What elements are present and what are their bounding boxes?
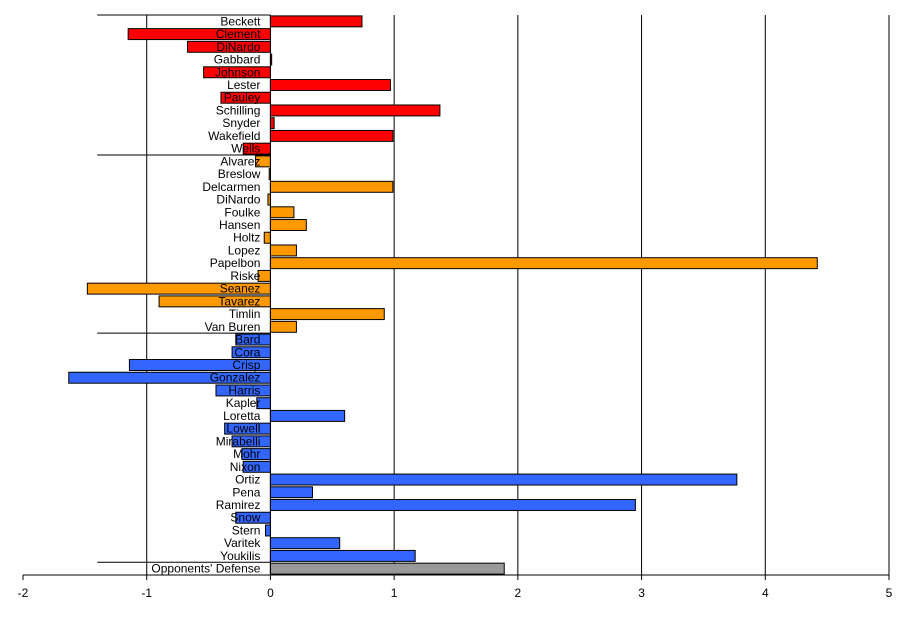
category-label: Lopez xyxy=(228,243,261,257)
bar-ramirez xyxy=(269,499,636,511)
category-label: Alvarez xyxy=(220,154,260,168)
x-tick-label: -2 xyxy=(18,586,29,600)
x-axis: -2 -1 0 1 2 3 4 5 xyxy=(18,15,893,600)
x-tick-label: 5 xyxy=(886,586,893,600)
category-label: Bard xyxy=(235,333,260,347)
bar-pena xyxy=(269,486,313,499)
bar-schilling xyxy=(269,104,441,117)
bar-hansen xyxy=(269,219,307,231)
category-label: Timlin xyxy=(229,307,261,321)
x-tick-label: -1 xyxy=(141,586,152,600)
category-label: Crisp xyxy=(232,358,260,372)
category-label: Johnson xyxy=(215,65,260,79)
category-label: Delcarmen xyxy=(202,180,260,194)
category-label: Snyder xyxy=(222,116,260,130)
category-label: Tavarez xyxy=(218,294,260,308)
bar-opponents-defense xyxy=(269,562,505,575)
bar-ortiz xyxy=(269,473,738,486)
category-label: Youkilis xyxy=(220,549,260,563)
category-label: Ramirez xyxy=(216,498,261,512)
bar-lopez xyxy=(269,244,297,257)
x-tick-label: 0 xyxy=(267,586,274,600)
category-label: Gabbard xyxy=(214,53,261,67)
category-labels: BeckettClementDiNardoGabbardJohnsonLeste… xyxy=(151,14,261,575)
gridlines xyxy=(97,14,890,575)
bar-holtz xyxy=(263,231,271,244)
category-label: Stern xyxy=(232,523,261,537)
bar-papelbon xyxy=(269,257,818,270)
bar-beckett xyxy=(269,15,363,28)
category-label: Mohr xyxy=(233,447,260,461)
category-label: Wakefield xyxy=(208,129,260,143)
bar-timlin xyxy=(269,308,385,321)
bar-foulke xyxy=(269,206,295,219)
bar-loretta xyxy=(269,409,346,422)
bar-van-buren xyxy=(269,320,297,333)
bar-lester xyxy=(269,79,391,91)
category-label: Snow xyxy=(230,511,260,525)
category-label: Hansen xyxy=(219,218,260,232)
category-label: Pena xyxy=(232,485,260,499)
x-tick-label: 2 xyxy=(515,586,522,600)
category-label: Varitek xyxy=(224,536,261,550)
category-label: Opponents' Defense xyxy=(151,562,260,576)
category-label: Lowell xyxy=(226,422,260,436)
x-tick-label: 3 xyxy=(638,586,645,600)
category-label: Seanez xyxy=(220,282,261,296)
category-label: Gonzalez xyxy=(210,371,261,385)
category-label: Riske xyxy=(230,269,260,283)
category-label: Kapler xyxy=(226,396,261,410)
x-tick-label: 4 xyxy=(762,586,769,600)
bar-wakefield xyxy=(269,129,394,142)
category-label: Foulke xyxy=(224,205,260,219)
bar-youkilis xyxy=(269,549,416,562)
category-label: DiNardo xyxy=(216,193,260,207)
category-label: Schilling xyxy=(216,103,261,117)
category-label: Breslow xyxy=(218,167,261,181)
category-label: Nixon xyxy=(230,460,261,474)
bar-varitek xyxy=(269,537,341,550)
bar-snyder xyxy=(269,117,275,130)
category-label: Loretta xyxy=(223,409,261,423)
category-label: Papelbon xyxy=(210,256,261,270)
category-label: Holtz xyxy=(233,231,260,245)
category-label: Mirabelli xyxy=(216,434,261,448)
category-label: Van Buren xyxy=(205,320,261,334)
bars xyxy=(68,15,818,575)
category-label: Harris xyxy=(228,383,260,397)
category-label: Clement xyxy=(216,27,261,41)
category-label: Ortiz xyxy=(235,473,260,487)
category-label: DiNardo xyxy=(216,40,260,54)
x-tick-label: 1 xyxy=(391,586,398,600)
category-label: Wells xyxy=(231,142,260,156)
bar-stern xyxy=(264,524,271,537)
category-label: Beckett xyxy=(220,14,261,28)
category-label: Lester xyxy=(227,78,260,92)
bar-delcarmen xyxy=(269,180,394,193)
category-label: Cora xyxy=(234,345,260,359)
category-label: Pauley xyxy=(224,91,261,105)
